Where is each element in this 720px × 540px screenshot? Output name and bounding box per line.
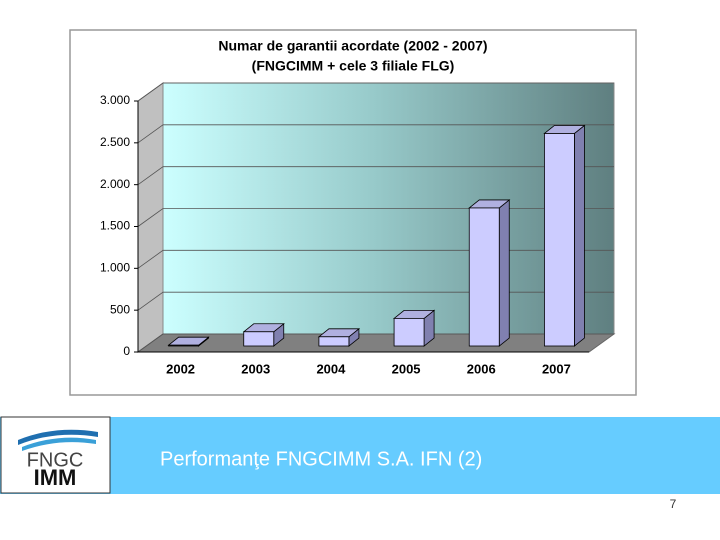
x-tick-label: 2003 [241, 361, 270, 376]
y-tick-label: 0 [123, 344, 130, 358]
page-number: 7 [670, 497, 677, 511]
y-tick-label: 500 [110, 302, 130, 316]
logo-box [0, 416, 111, 494]
grid-line [137, 208, 614, 227]
x-tick-label: 2005 [392, 361, 421, 376]
x-tick-label: 2006 [467, 361, 496, 376]
bar-side [498, 199, 510, 347]
bar-front [318, 336, 350, 347]
bar [317, 327, 361, 347]
bar [242, 322, 285, 347]
grid-line [137, 124, 614, 144]
footer-band [0, 417, 720, 494]
bar-side [574, 124, 585, 347]
bar-front [393, 317, 425, 347]
bar [167, 336, 210, 347]
chart-title: (FNGCIMM + cele 3 filiale FLG) [252, 58, 455, 74]
bar [543, 124, 586, 347]
floor [136, 333, 616, 353]
bar-front [168, 344, 199, 347]
y-tick-label: 2.000 [100, 177, 130, 191]
logo-text: FNGC [27, 449, 84, 471]
grid-line [137, 333, 614, 353]
grid-line [137, 166, 614, 185]
x-tick-label: 2007 [542, 361, 571, 376]
y-tick-label: 1.000 [100, 261, 130, 275]
chart-title: Numar de garantii acordate (2002 - 2007) [218, 38, 487, 54]
x-tick-label: 2002 [166, 361, 195, 376]
bar [392, 309, 436, 347]
x-tick-label: 2004 [316, 361, 346, 376]
bar-front [243, 331, 275, 347]
logo-text: IMM [34, 465, 77, 490]
grid-line [137, 249, 614, 269]
bar-front [468, 207, 500, 347]
grid-line [137, 291, 614, 311]
y-tick-label: 1.500 [100, 219, 130, 233]
footer-title: Performanţe FNGCIMM S.A. IFN (2) [160, 448, 482, 470]
grid-line [137, 82, 614, 102]
logo-wave [18, 429, 98, 445]
y-tick-label: 3.000 [100, 93, 130, 107]
y-tick-label: 2.500 [100, 135, 130, 149]
logo-wave [22, 437, 96, 451]
bar [468, 199, 511, 347]
bar-front [544, 133, 575, 347]
